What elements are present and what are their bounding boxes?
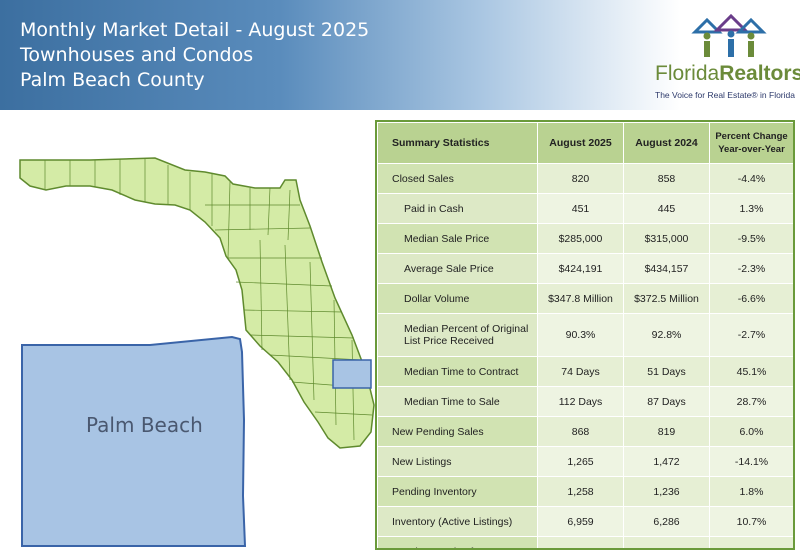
table-header-row: Summary Statistics August 2025 August 20… (377, 122, 793, 164)
people-houses-icon (691, 13, 767, 57)
logo-tagline: The Voice for Real Estate® in Florida (655, 90, 795, 100)
cell-pct-change: 1.3% (709, 193, 793, 224)
cell-aug2025: 112 Days (537, 386, 624, 417)
cell-pct-change: -9.5% (709, 223, 793, 254)
palm-beach-county-highlight (332, 359, 372, 389)
cell-aug2025: 74 Days (537, 356, 624, 387)
logo-brand: FloridaRealtors® (655, 62, 800, 86)
logo-brand-part2: Realtors (719, 62, 800, 85)
row-label: Inventory (Active Listings) (377, 506, 538, 537)
row-label: Median Sale Price (377, 223, 538, 254)
table-row: New Listings 1,265 1,472 -14.1% (377, 446, 793, 477)
table-row: Inventory (Active Listings) 6,959 6,286 10.… (377, 506, 793, 537)
cell-pct-change: -2.7% (709, 313, 793, 357)
table-row: Median Time to Sale 112 Days 87 Days 28.7% (377, 386, 793, 417)
page-title: Monthly Market Detail - August 2025 Town… (20, 18, 369, 93)
logo-brand-part1: Florida (655, 62, 720, 85)
cell-aug2024: 858 (623, 163, 710, 194)
table-row: Months Supply of Inventory9.07.126.8% (377, 536, 793, 548)
cell-aug2024: $434,157 (623, 253, 710, 284)
cell-pct-change: -14.1% (709, 446, 793, 477)
row-label: Months Supply of Inventory (377, 536, 538, 548)
cell-aug2024: $372.5 Million (623, 283, 710, 314)
florida-county-map (19, 157, 375, 547)
table-row: Median Sale Price $285,000 $315,000 -9.5% (377, 223, 793, 254)
title-line-3: Palm Beach County (20, 69, 205, 91)
cell-pct-change: 45.1% (709, 356, 793, 387)
cell-aug2025: 90.3% (537, 313, 624, 357)
summary-statistics-table: Summary Statistics August 2025 August 20… (377, 122, 793, 548)
table-row: Pending Inventory 1,258 1,236 1.8% (377, 476, 793, 507)
cell-pct-change: 6.0% (709, 416, 793, 447)
cell-aug2025: $424,191 (537, 253, 624, 284)
cell-pct-change: 1.8% (709, 476, 793, 507)
table-row: Paid in Cash 451 445 1.3% (377, 193, 793, 224)
col-header-summary: Summary Statistics (377, 122, 538, 164)
cell-pct-change: -6.6% (709, 283, 793, 314)
cell-aug2024: 1,472 (623, 446, 710, 477)
row-label: Closed Sales (377, 163, 538, 194)
cell-aug2025: 9.0 (537, 536, 624, 548)
title-line-2: Townhouses and Condos (20, 44, 254, 66)
cell-aug2025: 868 (537, 416, 624, 447)
florida-realtors-logo: FloridaRealtors® The Voice for Real Esta… (655, 12, 800, 107)
cell-pct-change: -2.3% (709, 253, 793, 284)
cell-aug2024: 7.1 (623, 536, 710, 548)
row-label: Paid in Cash (377, 193, 538, 224)
cell-aug2025: $285,000 (537, 223, 624, 254)
cell-pct-change: -4.4% (709, 163, 793, 194)
cell-aug2025: $347.8 Million (537, 283, 624, 314)
cell-pct-change: 10.7% (709, 506, 793, 537)
cell-aug2024: 1,236 (623, 476, 710, 507)
col-header-aug2024: August 2024 (623, 122, 710, 164)
table-row: Average Sale Price $424,191 $434,157 -2.3% (377, 253, 793, 284)
table-row: Dollar Volume $347.8 Million $372.5 Millio… (377, 283, 793, 314)
cell-aug2025: 1,258 (537, 476, 624, 507)
row-label: Dollar Volume (377, 283, 538, 314)
florida-state-shape (19, 157, 375, 449)
cell-aug2024: 6,286 (623, 506, 710, 537)
cell-pct-change: 28.7% (709, 386, 793, 417)
cell-aug2025: 6,959 (537, 506, 624, 537)
cell-aug2025: 451 (537, 193, 624, 224)
header-band (0, 0, 800, 110)
row-label: New Listings (377, 446, 538, 477)
cell-aug2024: $315,000 (623, 223, 710, 254)
col-header-pct-change: Percent Change Year-over-Year (709, 122, 793, 164)
cell-aug2024: 87 Days (623, 386, 710, 417)
cell-aug2025: 1,265 (537, 446, 624, 477)
col-header-aug2025: August 2025 (537, 122, 624, 164)
cell-aug2024: 819 (623, 416, 710, 447)
cell-pct-change: 26.8% (709, 536, 793, 548)
row-label: Average Sale Price (377, 253, 538, 284)
cell-aug2024: 92.8% (623, 313, 710, 357)
row-label: New Pending Sales (377, 416, 538, 447)
palm-beach-callout (21, 335, 247, 547)
cell-aug2025: 820 (537, 163, 624, 194)
row-label: Pending Inventory (377, 476, 538, 507)
table-row: Median Percent of Original List Price Re… (377, 313, 793, 357)
county-label: Palm Beach (86, 413, 203, 437)
title-line-1: Monthly Market Detail - August 2025 (20, 19, 370, 41)
row-label: Median Time to Sale (377, 386, 538, 417)
cell-aug2024: 445 (623, 193, 710, 224)
table-row: Median Time to Contract 74 Days 51 Days 45.… (377, 356, 793, 387)
row-label: Median Percent of Original List Price Re… (377, 313, 538, 357)
summary-table: Summary Statistics August 2025 August 20… (375, 120, 795, 550)
table-row: New Pending Sales 868 819 6.0% (377, 416, 793, 447)
table-row: Closed Sales 820 858 -4.4% (377, 163, 793, 194)
cell-aug2024: 51 Days (623, 356, 710, 387)
row-label: Median Time to Contract (377, 356, 538, 387)
county-lines (44, 158, 373, 441)
